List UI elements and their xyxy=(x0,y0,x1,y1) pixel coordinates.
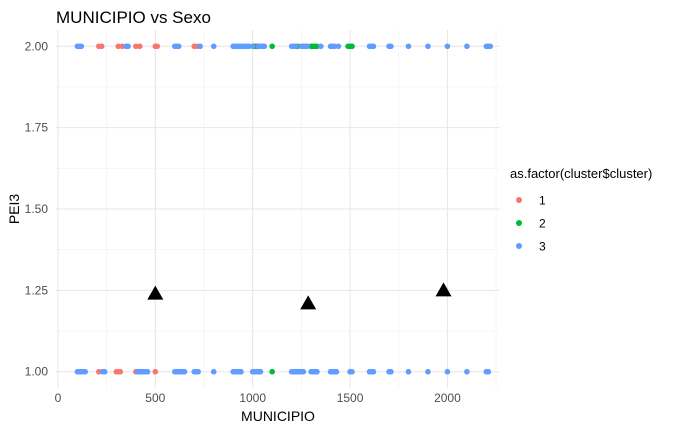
x-axis-label: MUNICIPIO xyxy=(241,408,315,424)
data-point-cluster-3 xyxy=(487,43,494,50)
x-tick-label: 1000 xyxy=(239,391,266,405)
chart-title: MUNICIPIO vs Sexo xyxy=(56,8,211,27)
data-point-cluster-3 xyxy=(405,368,412,375)
data-point-cluster-1 xyxy=(96,368,102,375)
data-point-cluster-3 xyxy=(171,43,178,50)
legend-items: 1 2 3 xyxy=(516,194,546,254)
data-point-cluster-3 xyxy=(314,368,320,375)
centroid-triangle xyxy=(147,285,164,300)
data-point-cluster-3 xyxy=(197,43,203,50)
data-point-cluster-3 xyxy=(464,368,470,375)
data-point-cluster-3 xyxy=(292,43,299,50)
data-point-cluster-3 xyxy=(331,43,338,50)
data-point-cluster-3 xyxy=(82,368,89,375)
data-point-cluster-1 xyxy=(98,43,105,50)
data-point-cluster-3 xyxy=(195,368,201,375)
data-point-cluster-3 xyxy=(370,43,377,50)
data-point-cluster-3 xyxy=(444,43,451,50)
data-point-cluster-3 xyxy=(333,368,340,375)
cluster-centroids xyxy=(147,282,452,310)
data-point-cluster-1 xyxy=(154,43,161,50)
data-point-cluster-2 xyxy=(314,43,320,50)
y-tick-label: 1.00 xyxy=(25,365,49,379)
data-point-cluster-3 xyxy=(181,368,188,375)
data-point-cluster-1 xyxy=(119,43,126,50)
major-gridlines xyxy=(56,30,500,388)
data-point-cluster-1 xyxy=(117,368,124,375)
centroid-triangle xyxy=(435,282,452,297)
data-point-cluster-1 xyxy=(136,43,143,50)
data-point-cluster-3 xyxy=(405,43,412,50)
legend-label-2: 2 xyxy=(539,217,546,231)
legend-key-2 xyxy=(516,220,522,226)
y-tick-label: 2.00 xyxy=(25,39,49,53)
y-axis-ticks: 1.00 1.25 1.50 1.75 2.00 xyxy=(25,39,49,378)
y-tick-label: 1.50 xyxy=(25,202,49,216)
x-axis-ticks: 0 500 1000 1500 2000 xyxy=(55,391,461,405)
data-point-cluster-3 xyxy=(318,43,324,50)
data-point-cluster-3 xyxy=(210,368,217,375)
data-points xyxy=(74,43,494,375)
data-point-cluster-3 xyxy=(349,368,355,375)
data-point-cluster-1 xyxy=(115,43,122,50)
y-axis-label: PEI3 xyxy=(6,194,22,225)
legend-key-1 xyxy=(516,197,522,203)
legend: as.factor(cluster$cluster) 1 2 3 xyxy=(510,166,652,254)
data-point-cluster-3 xyxy=(335,43,342,50)
data-point-cluster-3 xyxy=(388,368,394,375)
data-point-cluster-2 xyxy=(269,43,275,50)
data-point-cluster-3 xyxy=(238,368,244,375)
data-point-cluster-1 xyxy=(152,368,159,375)
x-tick-label: 2000 xyxy=(434,391,461,405)
data-point-cluster-3 xyxy=(249,43,256,50)
legend-label-1: 1 xyxy=(539,194,546,208)
data-point-cluster-3 xyxy=(210,43,217,50)
x-tick-label: 500 xyxy=(145,391,165,405)
data-point-cluster-2 xyxy=(269,368,275,375)
data-point-cluster-3 xyxy=(425,43,431,50)
data-point-cluster-3 xyxy=(245,43,252,50)
data-point-cluster-3 xyxy=(388,43,394,50)
data-point-cluster-3 xyxy=(257,368,264,375)
centroid-triangle xyxy=(300,295,317,310)
data-point-cluster-3 xyxy=(464,43,470,50)
x-tick-label: 1500 xyxy=(337,391,364,405)
data-point-cluster-3 xyxy=(175,43,182,50)
data-point-cluster-3 xyxy=(425,368,431,375)
data-point-cluster-3 xyxy=(261,43,268,50)
data-point-cluster-1 xyxy=(133,43,139,50)
legend-label-3: 3 xyxy=(539,240,546,254)
x-tick-label: 0 xyxy=(55,391,62,405)
data-point-cluster-3 xyxy=(304,43,311,50)
data-point-cluster-3 xyxy=(370,368,377,375)
y-tick-label: 1.75 xyxy=(25,121,49,135)
data-point-cluster-3 xyxy=(78,43,85,50)
y-tick-label: 1.25 xyxy=(25,283,49,297)
data-point-cluster-3 xyxy=(485,368,492,375)
legend-title: as.factor(cluster$cluster) xyxy=(510,166,652,181)
data-point-cluster-3 xyxy=(144,368,151,375)
data-point-cluster-3 xyxy=(101,368,108,375)
legend-key-3 xyxy=(516,243,522,249)
data-point-cluster-3 xyxy=(300,368,307,375)
data-point-cluster-3 xyxy=(444,368,451,375)
data-point-cluster-3 xyxy=(125,43,131,50)
data-point-cluster-2 xyxy=(349,43,355,50)
